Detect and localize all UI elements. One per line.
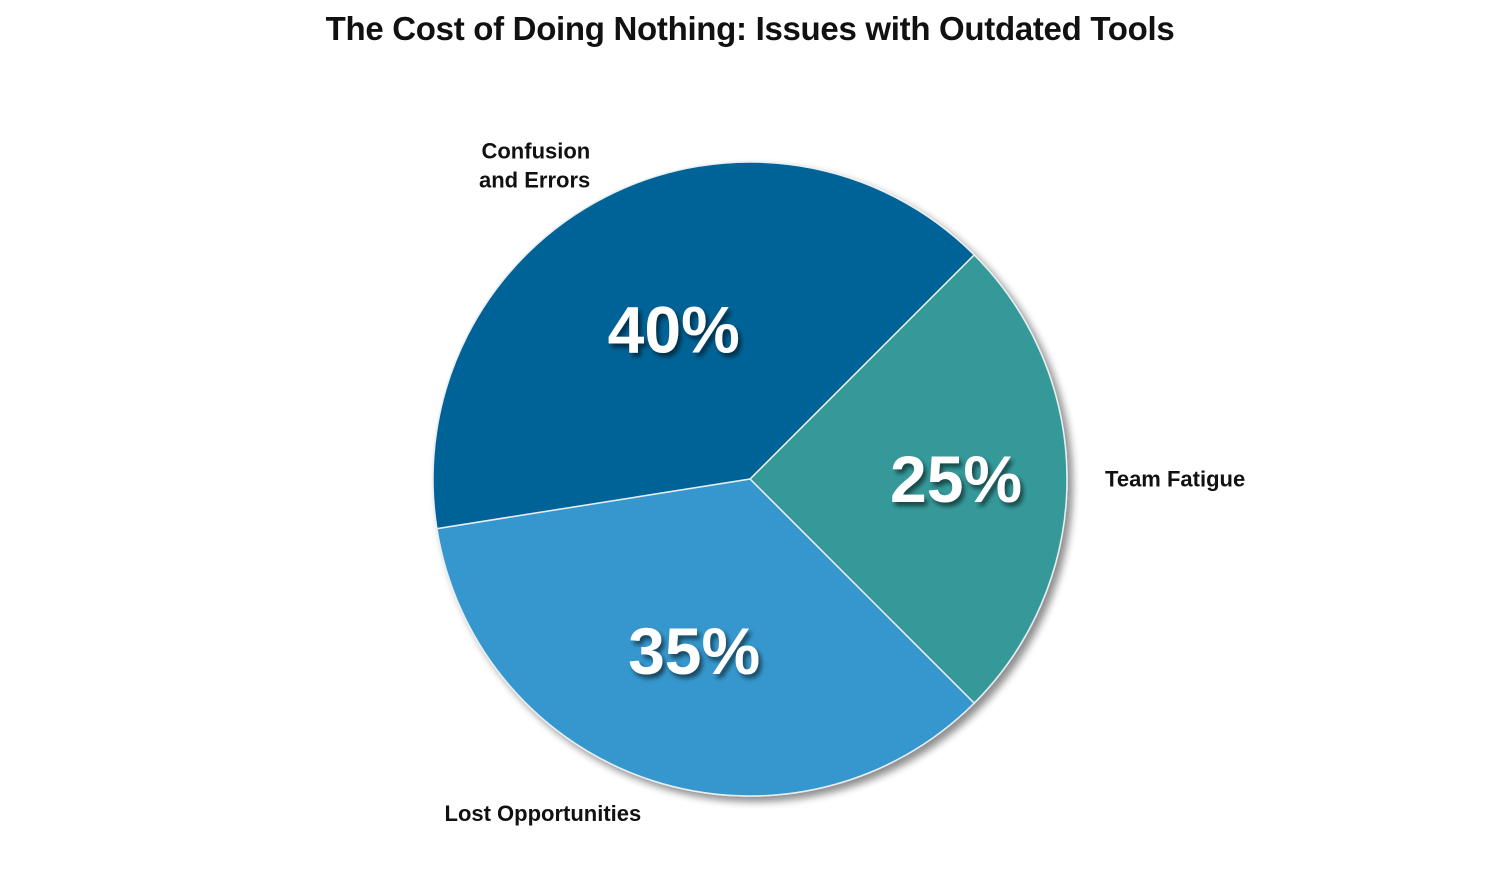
pie-labels: 25% Team Fatigue 35% Lost Opportunities 40% C… — [445, 138, 1246, 826]
value-label-confusion-and-errors: 40% — [608, 292, 740, 366]
value-label-team-fatigue: 25% — [890, 442, 1022, 516]
slice-label-line: Lost Opportunities — [445, 801, 642, 826]
slice-label-team-fatigue: Team Fatigue — [1105, 467, 1245, 492]
slice-label-line: and Errors — [479, 167, 590, 192]
pie-slice-lost-opportunities — [436, 478, 976, 797]
value-label-lost-opportunities: 35% — [628, 614, 760, 688]
pie-slice-team-fatigue — [748, 253, 1068, 705]
pie-slice-confusion-and-errors — [432, 161, 976, 530]
slice-label-confusion-and-errors: Confusion and Errors — [479, 138, 590, 192]
pie-slices — [432, 161, 1068, 797]
chart-title: The Cost of Doing Nothing: Issues with O… — [325, 10, 1175, 47]
slice-label-lost-opportunities: Lost Opportunities — [445, 801, 642, 826]
slice-label-line: Team Fatigue — [1105, 467, 1245, 492]
slice-label-line: Confusion — [481, 138, 590, 163]
